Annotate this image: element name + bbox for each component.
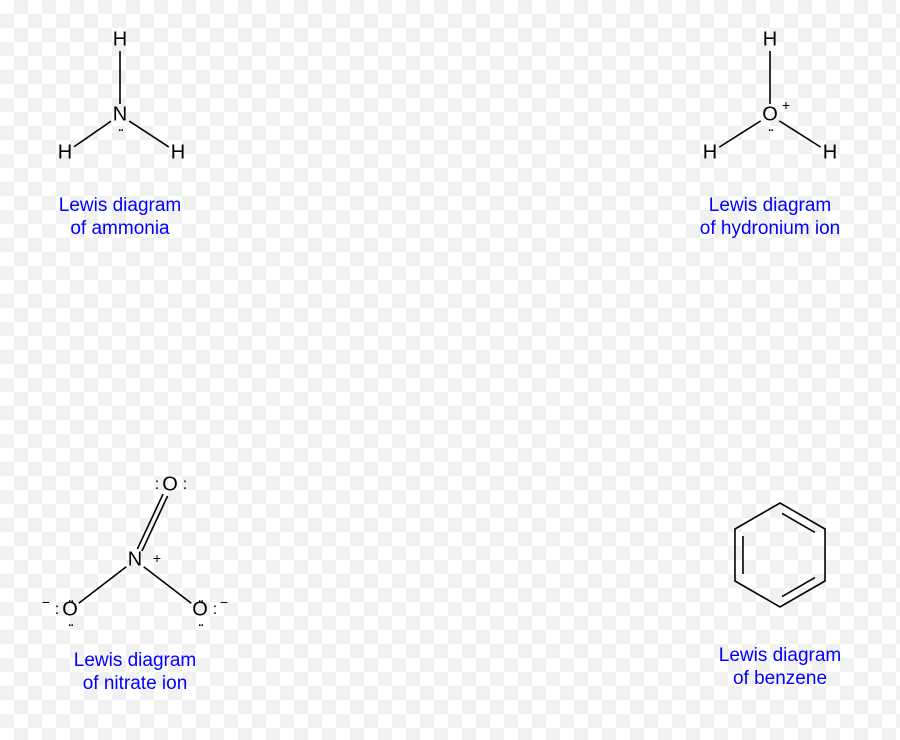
nitrate-lonepair: .. <box>68 590 73 606</box>
nitrate-lonepair: : <box>55 602 57 618</box>
hydronium-lonepair: .. <box>768 119 773 135</box>
nitrate-bonds <box>45 455 245 675</box>
hydronium-charge: + <box>782 97 790 113</box>
hydronium-atom-h3: H <box>823 142 837 165</box>
nitrate-lonepair: : <box>213 602 215 618</box>
nitrate-charge: − <box>220 594 228 610</box>
ammonia-atom-h3: H <box>171 142 185 165</box>
benzene-caption: Lewis diagram of benzene <box>719 645 842 691</box>
ammonia-atom-h2: H <box>58 142 72 165</box>
nitrate-lonepair: .. <box>198 590 203 606</box>
nitrate-charge: − <box>42 594 50 610</box>
nitrate-charge: + <box>153 550 161 566</box>
nitrate-caption: Lewis diagram of nitrate ion <box>74 650 197 696</box>
nitrate-atom-o1: O <box>162 474 178 497</box>
nitrate-atom-n: N <box>128 549 142 572</box>
hydronium-atom-h1: H <box>763 29 777 52</box>
nitrate-lonepair: .. <box>198 614 203 630</box>
ammonia-lonepair: .. <box>118 119 123 135</box>
ammonia-caption: Lewis diagram of ammonia <box>59 195 182 241</box>
nitrate-lonepair: : <box>183 477 185 493</box>
hydronium-caption: Lewis diagram of hydronium ion <box>700 195 840 241</box>
ammonia-atom-h1: H <box>113 29 127 52</box>
hydronium-atom-h2: H <box>703 142 717 165</box>
nitrate-lonepair: : <box>155 477 157 493</box>
nitrate-molecule: NOOO:::....:....+−− <box>45 455 245 675</box>
nitrate-lonepair: .. <box>68 614 73 630</box>
